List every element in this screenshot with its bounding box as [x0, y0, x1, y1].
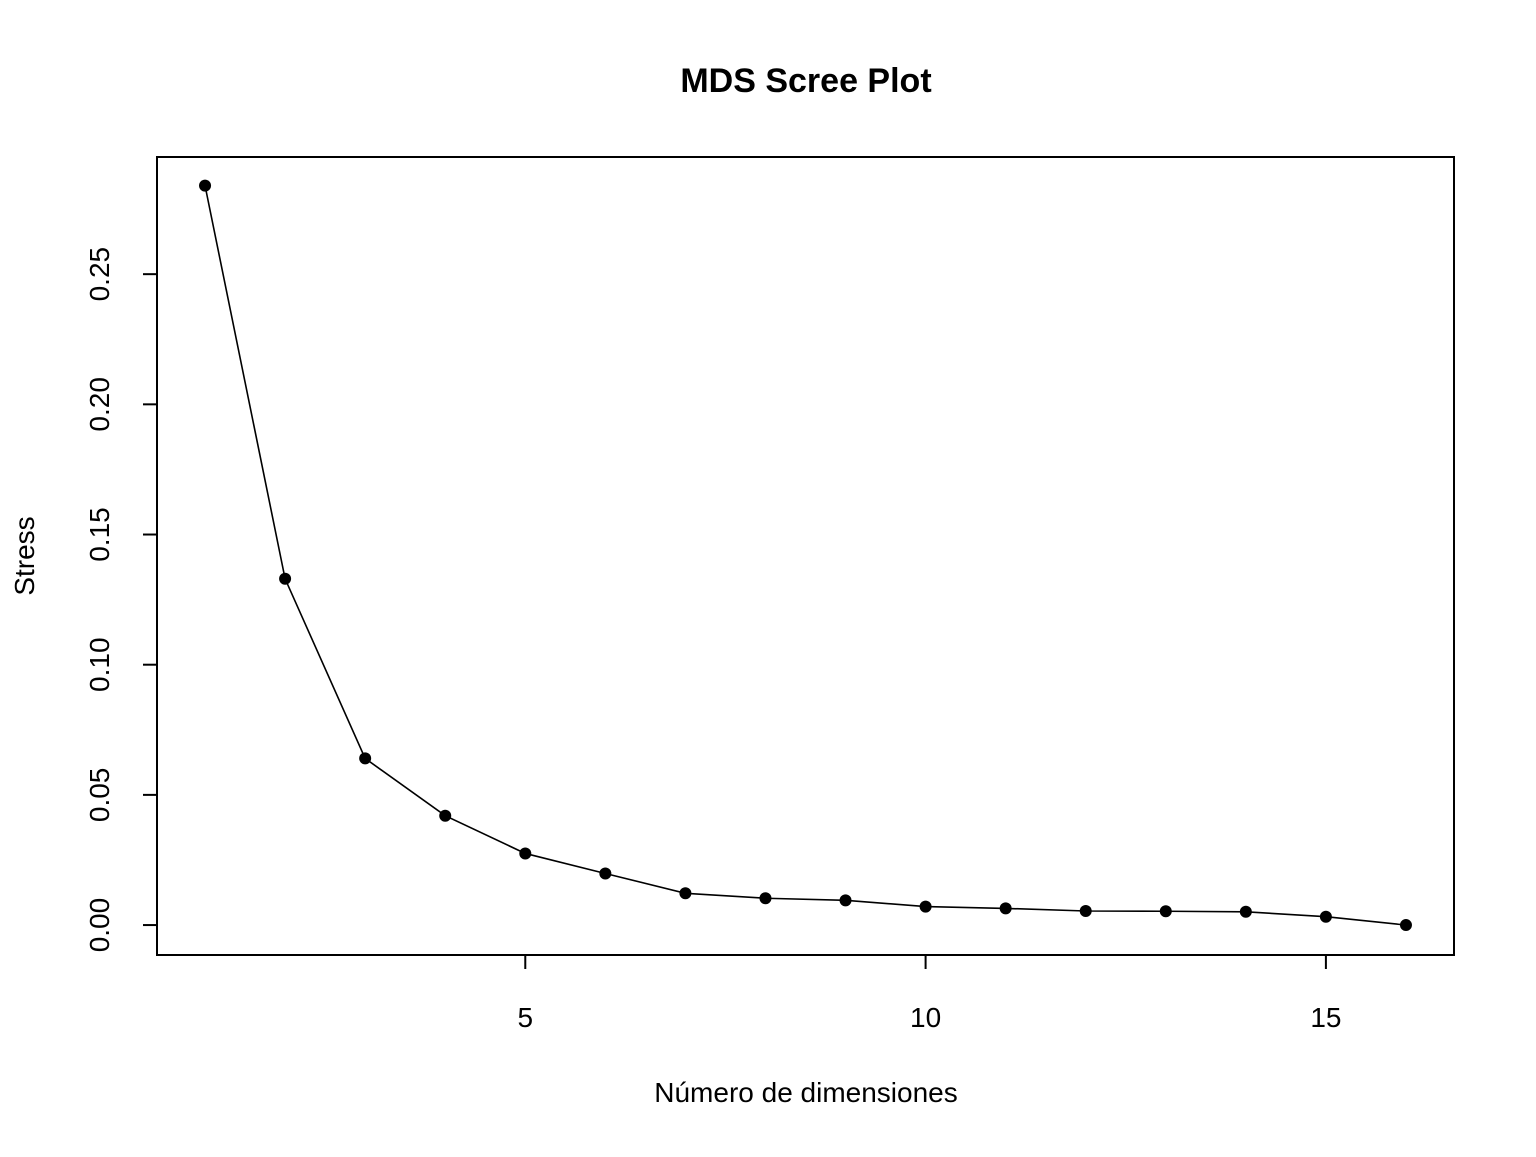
x-tick-label: 5	[517, 1002, 533, 1033]
y-tick-label: 0.15	[84, 507, 115, 562]
x-tick-label: 15	[1310, 1002, 1341, 1033]
data-point	[1239, 905, 1252, 918]
x-axis-label: Número de dimensiones	[654, 1077, 958, 1108]
x-tick-label: 10	[910, 1002, 941, 1033]
series-line	[204, 185, 1407, 926]
y-tick-label: 0.00	[84, 898, 115, 953]
data-point	[839, 894, 852, 907]
data-point	[919, 900, 932, 913]
data-point	[359, 752, 372, 765]
x-axis: 5 10 15	[517, 954, 1341, 1033]
y-axis: 0.00 0.05 0.10 0.15 0.20 0.25	[84, 247, 158, 953]
plot-frame	[156, 156, 1455, 956]
data-point	[599, 867, 612, 880]
y-axis-label: Stress	[9, 516, 40, 595]
data-point	[439, 809, 452, 822]
data-point	[199, 179, 212, 192]
data-point	[759, 892, 772, 905]
y-tick-label: 0.05	[84, 768, 115, 823]
chart-title: MDS Scree Plot	[680, 62, 931, 100]
data-point	[519, 847, 532, 860]
y-tick-label: 0.10	[84, 637, 115, 692]
data-point	[1079, 904, 1092, 917]
data-point	[1399, 919, 1412, 932]
y-tick-label: 0.20	[84, 377, 115, 432]
data-point	[679, 887, 692, 900]
y-tick-label: 0.25	[84, 247, 115, 302]
data-point	[1159, 905, 1172, 918]
data-point	[1319, 910, 1332, 923]
series-group	[199, 179, 1412, 932]
data-point	[279, 572, 292, 585]
data-point	[999, 902, 1012, 915]
